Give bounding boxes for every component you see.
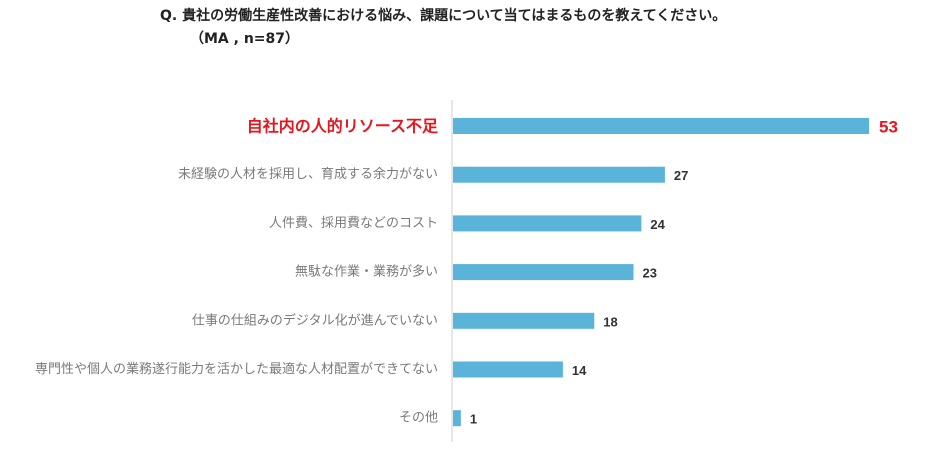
value-label: 23 [643, 266, 657, 281]
category-label: その他 [399, 411, 438, 426]
bar-3 [453, 215, 642, 232]
bar-5 [453, 312, 595, 329]
bar-2 [453, 166, 665, 183]
bar-6 [453, 361, 563, 378]
category-label: 専門性や個人の業務遂行能力を活かした最適な人材配置ができてない [35, 361, 438, 377]
category-label: 仕事の仕組みのデジタル化が進んでいない [192, 312, 438, 328]
category-label: 人件費、採用費などのコスト [269, 216, 438, 231]
value-label: 53 [879, 118, 898, 137]
bar-7 [453, 410, 461, 427]
chart-title: Q. 貴社の労働生産性改善における悩み、課題について当てはまるものを教えてくださ… [160, 8, 727, 24]
category-label: 未経験の人材を採用し、育成する余力がない [178, 166, 438, 182]
bar-4 [453, 264, 634, 281]
value-label: 18 [603, 314, 617, 329]
value-label: 1 [470, 412, 477, 427]
chart-subtitle: （MA , n=87） [190, 31, 300, 47]
category-label: 自社内の人的リソース不足 [247, 117, 439, 136]
category-label: 無駄な作業・業務が多い [295, 264, 438, 280]
value-label: 24 [650, 217, 665, 232]
value-label: 27 [674, 168, 688, 183]
value-label: 14 [572, 363, 587, 378]
bar-1 [453, 118, 869, 134]
